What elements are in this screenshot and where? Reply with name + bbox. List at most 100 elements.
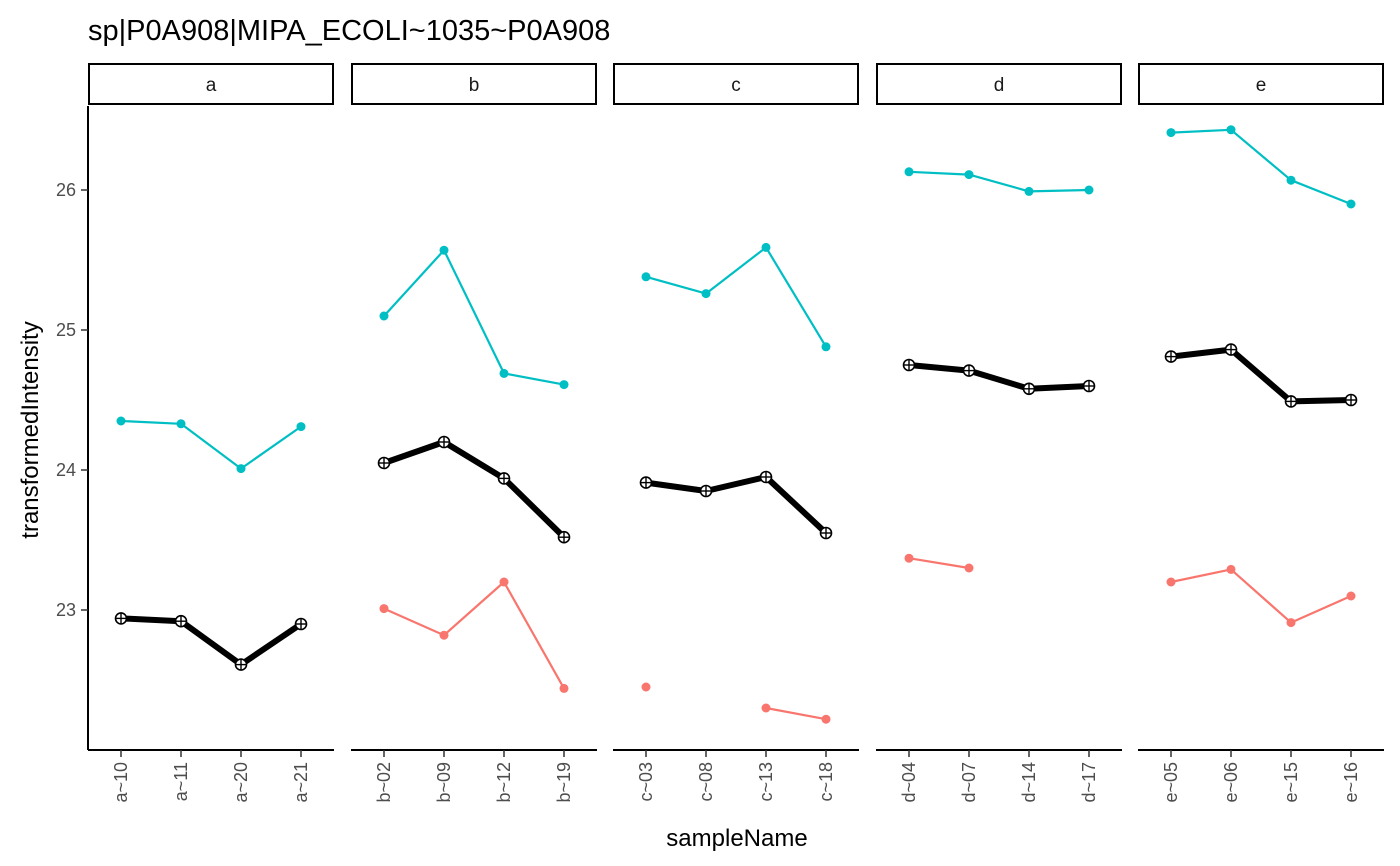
lower-series-point [379, 604, 389, 614]
summary-series-line-segment [1168, 346, 1234, 360]
x-tick-label: d~14 [1019, 762, 1039, 803]
lower-series-point [904, 553, 914, 563]
summary-series-point [639, 476, 653, 489]
upper-series-point [236, 464, 246, 474]
lower-series-line-segment [764, 706, 828, 721]
lower-series-point [761, 703, 771, 713]
summary-series-point [437, 435, 451, 449]
x-tick-label: a~11 [171, 762, 191, 801]
lower-series-point [559, 683, 569, 693]
x-tick-label: b~09 [434, 762, 454, 803]
summary-series-point [497, 472, 511, 485]
facet-strip-box [351, 63, 597, 105]
upper-series-point [1166, 128, 1176, 138]
upper-series-line-segment [907, 170, 971, 176]
x-tick-label: e~15 [1281, 762, 1301, 803]
summary-series-line-segment [643, 479, 709, 494]
x-tick-label: c~03 [636, 762, 656, 802]
upper-series-line-segment [239, 425, 303, 470]
summary-series-point [699, 484, 713, 498]
upper-series-point [964, 170, 974, 180]
upper-series-point [1286, 175, 1296, 185]
facet-panel-b: b b~02 b~09 b~12 b~19 [351, 63, 597, 803]
facet-strip-box [876, 63, 1122, 105]
x-tick-label: e~05 [1161, 762, 1181, 803]
summary-series-point [962, 364, 976, 377]
summary-series-line-segment [763, 474, 829, 536]
summary-series-point [114, 612, 128, 625]
y-tick-label: 23 [56, 600, 76, 620]
facet-panel-c: c c~03 c~08 c~13 c~18 [613, 63, 859, 802]
x-tick-label: d~17 [1079, 762, 1099, 803]
lower-series-point [439, 630, 449, 640]
summary-series-point [377, 456, 391, 470]
lower-series-line-segment [907, 557, 971, 570]
y-tick-label: 24 [56, 460, 76, 480]
upper-series-point [439, 245, 449, 255]
summary-series-point [1284, 395, 1298, 408]
upper-series-line-segment [502, 372, 566, 386]
facet-strip-label: e [1256, 75, 1267, 96]
lower-series-line-segment [382, 607, 446, 637]
summary-series-line-segment [381, 439, 447, 466]
lower-series-point [1286, 618, 1296, 628]
upper-series-line-segment [382, 249, 446, 318]
upper-series-point [379, 311, 389, 321]
facet-strip-label: d [994, 75, 1005, 96]
upper-series-point [296, 422, 306, 432]
lower-series-point [1226, 564, 1236, 574]
summary-series-point [1164, 350, 1178, 363]
summary-series-line-segment [441, 439, 507, 482]
x-tick-label: a~21 [291, 762, 311, 803]
y-tick-label: 26 [56, 180, 76, 200]
summary-series-line-segment [906, 362, 972, 374]
summary-series-point [759, 470, 773, 484]
x-tick-label: e~06 [1221, 762, 1241, 803]
upper-series-line-segment [704, 246, 768, 295]
summary-series-line-segment [1288, 397, 1354, 405]
upper-series-line-segment [179, 422, 243, 470]
summary-series-line-segment [1026, 383, 1092, 392]
upper-series-point [1084, 185, 1094, 195]
x-tick-label: d~04 [899, 762, 919, 803]
lower-series-line-segment [1169, 568, 1233, 584]
x-tick-label: c~13 [756, 762, 776, 802]
upper-series-point [761, 242, 771, 252]
facet-panel-a: a a~10 a~11 a~20 a~21 23 24 25 26 [56, 63, 334, 803]
chart-title: sp|P0A908|MIPA_ECOLI~1035~P0A908 [88, 15, 610, 47]
x-tick-label: b~12 [494, 762, 514, 803]
upper-series-line-segment [644, 275, 708, 295]
facet-panel-e: e e~05 e~06 e~15 e~16 [1138, 63, 1384, 803]
lower-series-line-segment [1289, 594, 1353, 624]
upper-series-line-segment [119, 419, 183, 425]
upper-series-point [701, 289, 711, 299]
lower-series-point [1346, 591, 1356, 601]
facet-strip-label: b [469, 75, 480, 96]
lower-series-point [499, 577, 509, 587]
lower-series-point [641, 682, 651, 692]
upper-series-point [176, 419, 186, 429]
summary-series-line-segment [501, 475, 567, 541]
upper-series-point [821, 342, 831, 352]
summary-series-line-segment [238, 621, 304, 668]
x-tick-label: c~18 [816, 762, 836, 802]
x-tick-label: c~08 [696, 762, 716, 802]
summary-series-line-segment [118, 615, 184, 625]
lower-series-point [821, 714, 831, 724]
x-tick-label: b~19 [554, 762, 574, 803]
lower-series-point [964, 563, 974, 573]
x-axis-title: sampleName [666, 825, 807, 852]
upper-series-line-segment [442, 249, 506, 375]
facet-strip-box [1138, 63, 1384, 105]
summary-series-point [1082, 379, 1096, 393]
upper-series-line-segment [764, 246, 828, 348]
facet-panel-d: d d~04 d~07 d~14 d~17 [876, 63, 1122, 803]
summary-series-point [1344, 393, 1358, 407]
summary-series-line-segment [1228, 346, 1294, 405]
summary-series-point [1224, 343, 1238, 356]
upper-series-point [1024, 186, 1034, 196]
summary-series-point [174, 614, 188, 628]
upper-series-point [1226, 125, 1236, 135]
